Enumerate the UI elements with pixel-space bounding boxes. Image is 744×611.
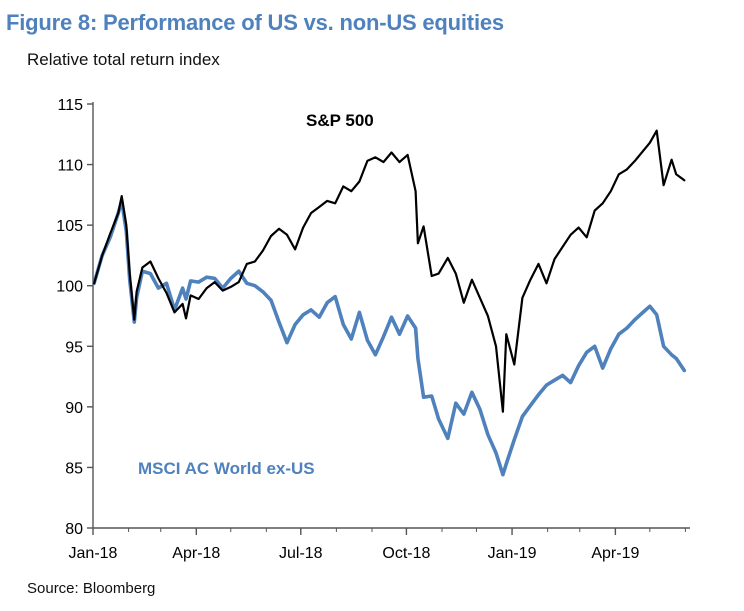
x-tick-label: Jan-19 [488, 545, 537, 562]
x-tick-label: Apr-19 [591, 545, 639, 562]
msci-line [92, 199, 687, 477]
y-tick-label: 110 [57, 158, 83, 175]
x-tick-label: Oct-18 [382, 545, 430, 562]
x-axis: Jan-18 Apr-18 Jul-18 Oct-18 Jan-19 Apr-19 [69, 527, 690, 562]
y-tick-label: 90 [65, 400, 83, 417]
x-tick-label: Apr-18 [172, 545, 220, 562]
y-tick-label: 80 [65, 521, 83, 538]
x-tick-label: Jul-18 [279, 545, 323, 562]
y-axis: 80 85 90 95 100 105 110 115 [56, 97, 94, 538]
y-tick-label: 85 [65, 460, 83, 477]
sp500-line [92, 129, 686, 413]
y-tick-label: 100 [56, 279, 83, 296]
chart-subtitle: Relative total return index [27, 50, 220, 69]
x-tick-label: Jan-18 [69, 545, 118, 562]
sp500-annotation: S&P 500 [306, 111, 374, 130]
y-tick-label: 95 [65, 339, 83, 356]
msci-annotation: MSCI AC World ex-US [138, 459, 315, 478]
source-note: Source: Bloomberg [27, 580, 156, 597]
series-layer [92, 129, 687, 477]
y-tick-label: 105 [56, 218, 83, 235]
chart-title: Figure 8: Performance of US vs. non-US e… [6, 10, 504, 35]
y-tick-label: 115 [57, 97, 83, 114]
